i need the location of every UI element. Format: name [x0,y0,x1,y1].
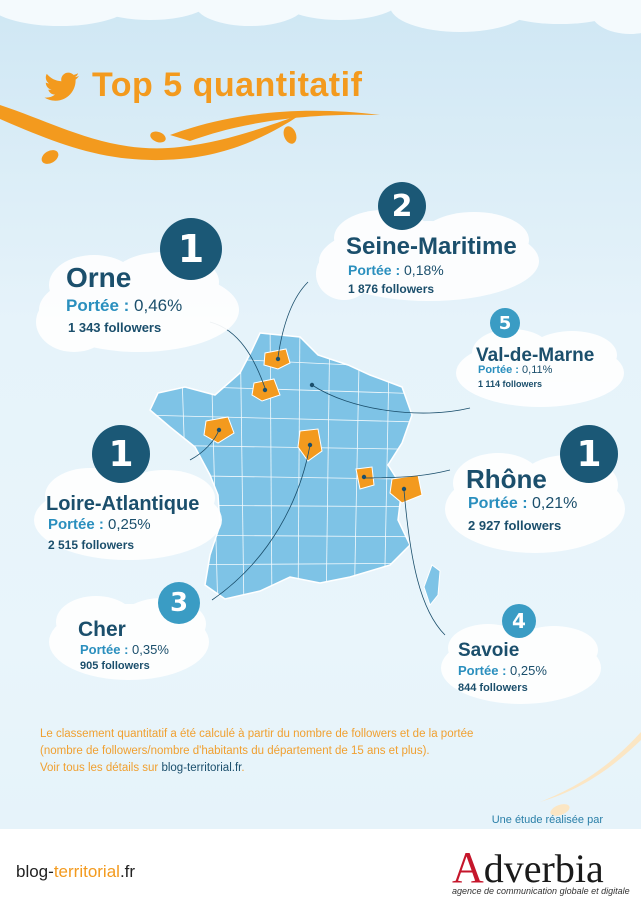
twitter-bird-icon [44,72,79,101]
reach-label: Portée : [468,495,528,512]
note-prefix: Voir tous les détails sur [40,762,162,774]
brand-initial: A [452,843,484,892]
footer [0,829,641,921]
card-savoie [436,618,606,708]
adverbia-logo[interactable]: Adverbia [452,842,604,893]
methodology-note: Le classement quantitatif a été calculé … [40,726,600,777]
note-suffix: . [241,762,245,774]
reach-line: Portée : 0,18% [348,262,444,278]
department-name: Seine-Maritime [346,233,517,260]
followers-count: 1 114 followers [478,379,543,389]
followers-count: 2 927 followers [468,518,562,533]
reach-line: Portée : 0,25% [458,663,547,678]
reach-line: Portée : 0,46% [66,296,182,316]
decorative-swoosh [0,105,380,164]
followers-count: 1 876 followers [348,282,435,296]
rank-badge: 4 [502,604,536,638]
decorative-swoosh-bottom [540,732,641,816]
reach-label: Portée : [48,516,104,533]
adverbia-tagline: agence de communication globale et digit… [452,886,630,896]
page-title: Top 5 quantitatif [92,66,363,104]
department-name: Savoie [458,640,520,661]
followers-count: 2 515 followers [48,538,135,552]
followers-count: 844 followers [458,682,528,694]
blog-logo-part3: .fr [119,862,136,881]
reach-value: 0,25% [108,516,151,533]
rank-badge: 1 [160,218,222,280]
note-line-1: Le classement quantitatif a été calculé … [40,728,474,740]
cloud-shape [441,624,601,704]
reach-label: Portée : [458,663,507,678]
reach-line: Portée : 0,25% [48,516,151,533]
study-credit: Une étude réalisée par [491,814,603,826]
reach-label: Portée : [478,364,519,376]
followers-count: 905 followers [80,660,150,672]
top-clouds [0,0,641,34]
blog-logo[interactable]: blog-territorial.fr [16,862,135,882]
department-name: Val-de-Marne [476,345,595,366]
reach-line: Portée : 0,21% [468,495,577,513]
note-line-2: (nombre de followers/nombre d'habitants … [40,745,430,757]
reach-value: 0,46% [134,296,183,315]
blog-link[interactable]: blog-territorial.fr [161,762,242,774]
rank-badge: 5 [490,308,520,338]
department-name: Orne [66,262,132,293]
card-val-de-marne [452,325,627,410]
rank-badge: 1 [560,425,618,483]
brand-rest: dverbia [483,846,604,891]
france-map [149,332,441,607]
reach-label: Portée : [348,262,401,278]
rank-badge: 1 [92,425,150,483]
department-name: Rhône [466,464,547,494]
cloud-shape [316,210,539,301]
reach-label: Portée : [66,296,130,315]
reach-value: 0,35% [132,642,169,657]
rank-badge: 2 [378,182,426,230]
reach-value: 0,21% [532,495,578,512]
reach-value: 0,18% [404,262,444,278]
reach-value: 0,11% [522,364,553,376]
blog-logo-part2: territorial [53,862,120,881]
reach-line: Portée : 0,35% [80,642,169,657]
reach-label: Portée : [80,642,129,657]
reach-value: 0,25% [510,663,547,678]
rank-badge: 3 [158,582,200,624]
reach-line: Portée : 0,11% [478,364,552,376]
department-name: Loire-Atlantique [46,493,200,515]
department-name: Cher [78,618,126,641]
card-seine-maritime [314,206,544,306]
cloud-shape [36,252,239,352]
blog-logo-part1: blog- [16,862,54,881]
note-line-3: Voir tous les détails sur blog-territori… [40,760,600,777]
card-orne [34,250,244,360]
followers-count: 1 343 followers [68,320,162,335]
cloud-shape [456,329,624,407]
